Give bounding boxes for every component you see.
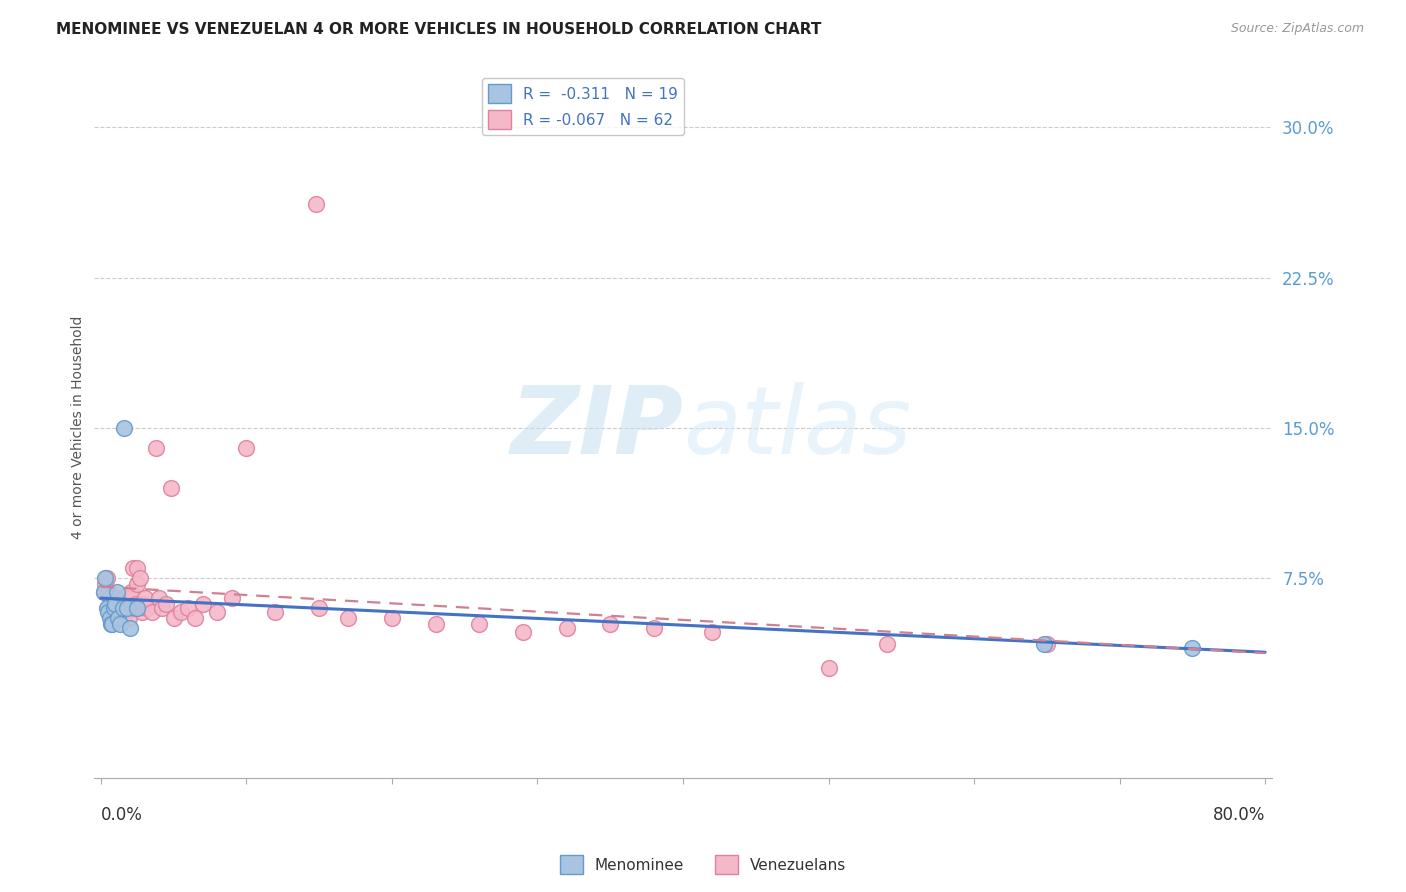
Point — [136, 600, 159, 615]
Point — [122, 561, 145, 575]
Point — [337, 611, 360, 625]
Point — [97, 605, 120, 619]
Point — [104, 605, 127, 619]
Point — [101, 600, 124, 615]
Point — [155, 597, 177, 611]
Point — [150, 600, 173, 615]
Point — [114, 605, 136, 619]
Point — [103, 600, 125, 615]
Point — [132, 597, 155, 611]
Point — [1032, 637, 1054, 651]
Point — [100, 605, 122, 619]
Point — [117, 611, 139, 625]
Text: Source: ZipAtlas.com: Source: ZipAtlas.com — [1230, 22, 1364, 36]
Point — [103, 597, 125, 611]
Point — [184, 611, 207, 625]
Point — [876, 637, 898, 651]
Point — [105, 591, 128, 605]
Point — [107, 611, 129, 625]
Text: 0.0%: 0.0% — [101, 806, 143, 824]
Point — [191, 597, 214, 611]
Point — [128, 600, 150, 615]
Point — [112, 591, 135, 605]
Point — [112, 600, 135, 615]
Point — [93, 585, 115, 599]
Point — [381, 611, 404, 625]
Point — [177, 600, 200, 615]
Point — [96, 571, 118, 585]
Point — [98, 611, 121, 625]
Point — [97, 600, 120, 615]
Point — [110, 597, 132, 611]
Point — [131, 605, 153, 619]
Legend: Menominee, Venezuelans: Menominee, Venezuelans — [554, 849, 852, 880]
Point — [599, 616, 621, 631]
Point — [127, 577, 149, 591]
Point — [104, 600, 127, 615]
Point — [555, 621, 578, 635]
Y-axis label: 4 or more Vehicles in Household: 4 or more Vehicles in Household — [72, 316, 86, 540]
Point — [94, 571, 117, 585]
Point — [145, 441, 167, 455]
Point — [96, 600, 118, 615]
Point — [94, 577, 117, 591]
Point — [127, 561, 149, 575]
Point — [118, 621, 141, 635]
Text: 80.0%: 80.0% — [1213, 806, 1265, 824]
Point — [817, 661, 839, 675]
Point — [425, 616, 447, 631]
Point — [107, 597, 129, 611]
Point — [129, 571, 152, 585]
Point — [101, 616, 124, 631]
Point — [1181, 640, 1204, 655]
Point — [105, 585, 128, 599]
Point — [1036, 637, 1059, 651]
Point — [162, 611, 184, 625]
Point — [305, 196, 328, 211]
Point — [127, 600, 149, 615]
Point — [115, 600, 138, 615]
Point — [97, 585, 120, 599]
Point — [112, 421, 135, 435]
Point — [104, 597, 127, 611]
Point — [134, 591, 156, 605]
Legend: R =  -0.311   N = 19, R = -0.067   N = 62: R = -0.311 N = 19, R = -0.067 N = 62 — [482, 78, 683, 136]
Point — [118, 591, 141, 605]
Point — [235, 441, 257, 455]
Point — [111, 605, 134, 619]
Point — [468, 616, 491, 631]
Point — [207, 605, 229, 619]
Text: atlas: atlas — [683, 383, 911, 474]
Point — [221, 591, 243, 605]
Point — [170, 605, 193, 619]
Text: MENOMINEE VS VENEZUELAN 4 OR MORE VEHICLES IN HOUSEHOLD CORRELATION CHART: MENOMINEE VS VENEZUELAN 4 OR MORE VEHICL… — [56, 22, 821, 37]
Point — [115, 600, 138, 615]
Point — [98, 591, 121, 605]
Point — [264, 605, 287, 619]
Point — [512, 624, 534, 639]
Point — [125, 597, 148, 611]
Point — [120, 585, 142, 599]
Point — [141, 605, 163, 619]
Point — [111, 600, 134, 615]
Point — [308, 600, 330, 615]
Point — [108, 600, 131, 615]
Point — [100, 616, 122, 631]
Point — [159, 481, 181, 495]
Point — [700, 624, 723, 639]
Point — [148, 591, 170, 605]
Text: ZIP: ZIP — [510, 382, 683, 474]
Point — [108, 616, 131, 631]
Point — [93, 585, 115, 599]
Point — [643, 621, 665, 635]
Point — [124, 600, 146, 615]
